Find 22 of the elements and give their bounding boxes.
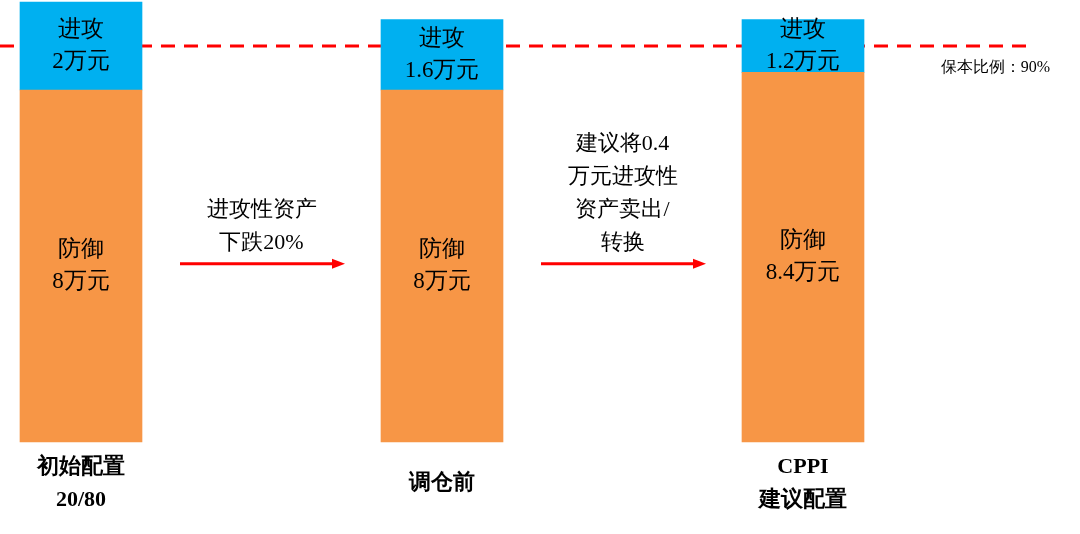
data-label: 2万元	[52, 48, 110, 74]
x-tick-label: 调仓前	[408, 469, 475, 495]
ref-line-label: 保本比例：90%	[940, 58, 1050, 76]
data-label: 1.6万元	[404, 56, 480, 82]
x-tick-label: CPPI 建议配置	[757, 452, 847, 511]
text: 防御	[58, 236, 104, 262]
annotation: 建议将0.4万元进攻性资产卖出/转换	[567, 129, 678, 254]
x-tick-label: 初始配置 20/80	[36, 452, 125, 511]
text: 进攻	[58, 16, 104, 42]
bar	[741, 72, 865, 443]
text: 进攻	[419, 24, 465, 50]
data-label: 8万元	[52, 268, 110, 294]
series-label: 进攻	[780, 16, 826, 42]
data-label: 8.4万元	[765, 259, 841, 285]
series-label: 防御	[419, 236, 465, 262]
text: 防御	[780, 227, 826, 253]
data-label: 8万元	[413, 268, 471, 294]
data-label: 1.2万元	[765, 48, 841, 74]
bar	[380, 89, 504, 443]
bar	[19, 89, 143, 443]
bar	[19, 1, 143, 91]
annotation: 进攻性资产下跌20%	[206, 195, 317, 254]
